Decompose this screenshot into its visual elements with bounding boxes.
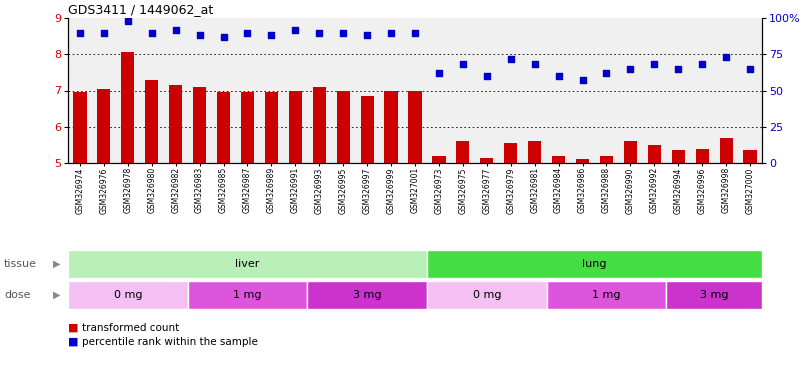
Bar: [409, 91, 422, 163]
Point: [504, 56, 517, 62]
Text: liver: liver: [235, 259, 260, 269]
Bar: [193, 87, 206, 163]
Bar: [719, 137, 732, 163]
Bar: [361, 96, 374, 163]
Text: ▶: ▶: [53, 259, 60, 269]
Bar: [504, 143, 517, 163]
Text: 3 mg: 3 mg: [700, 290, 728, 300]
Bar: [145, 79, 158, 163]
Bar: [313, 87, 326, 163]
Bar: [122, 53, 135, 163]
Point: [217, 34, 230, 40]
Bar: [337, 91, 350, 163]
Bar: [480, 157, 493, 163]
Bar: [432, 156, 445, 163]
Text: tissue: tissue: [4, 259, 37, 269]
Bar: [73, 92, 87, 163]
Point: [361, 32, 374, 38]
Point: [600, 70, 613, 76]
Text: 1 mg: 1 mg: [592, 290, 620, 300]
Text: ■: ■: [68, 337, 79, 347]
Point: [313, 30, 326, 36]
Text: percentile rank within the sample: percentile rank within the sample: [82, 337, 258, 347]
Point: [74, 30, 87, 36]
Text: GDS3411 / 1449062_at: GDS3411 / 1449062_at: [68, 3, 213, 16]
FancyBboxPatch shape: [547, 281, 667, 309]
Point: [696, 61, 709, 68]
Point: [480, 73, 493, 79]
FancyBboxPatch shape: [68, 250, 427, 278]
Bar: [265, 92, 278, 163]
Bar: [744, 150, 757, 163]
Text: transformed count: transformed count: [82, 323, 179, 333]
Bar: [241, 92, 254, 163]
Bar: [648, 145, 661, 163]
Point: [289, 26, 302, 33]
Bar: [384, 91, 397, 163]
Point: [145, 30, 158, 36]
Point: [241, 30, 254, 36]
FancyBboxPatch shape: [307, 281, 427, 309]
Bar: [217, 92, 230, 163]
Bar: [696, 149, 709, 163]
Text: 1 mg: 1 mg: [234, 290, 262, 300]
Text: 0 mg: 0 mg: [473, 290, 501, 300]
Text: 0 mg: 0 mg: [114, 290, 142, 300]
Point: [384, 30, 397, 36]
Bar: [672, 150, 684, 163]
Bar: [289, 91, 302, 163]
Point: [744, 66, 757, 72]
Point: [576, 77, 589, 83]
Point: [409, 30, 422, 36]
Point: [337, 30, 350, 36]
Point: [719, 54, 732, 60]
FancyBboxPatch shape: [68, 281, 187, 309]
FancyBboxPatch shape: [427, 281, 547, 309]
Text: 3 mg: 3 mg: [353, 290, 381, 300]
FancyBboxPatch shape: [187, 281, 307, 309]
Point: [97, 30, 110, 36]
Text: ■: ■: [68, 323, 79, 333]
Point: [552, 73, 565, 79]
Point: [193, 32, 206, 38]
Bar: [576, 159, 589, 163]
Text: lung: lung: [582, 259, 607, 269]
Point: [648, 61, 661, 68]
Point: [457, 61, 470, 68]
FancyBboxPatch shape: [427, 250, 762, 278]
Bar: [600, 156, 613, 163]
Text: dose: dose: [4, 290, 31, 300]
FancyBboxPatch shape: [667, 281, 762, 309]
Bar: [528, 141, 541, 163]
Bar: [624, 141, 637, 163]
Bar: [457, 141, 470, 163]
Point: [169, 26, 182, 33]
Bar: [97, 89, 110, 163]
Point: [122, 18, 135, 24]
Bar: [552, 156, 565, 163]
Point: [265, 32, 278, 38]
Text: ▶: ▶: [53, 290, 60, 300]
Bar: [169, 85, 182, 163]
Point: [528, 61, 541, 68]
Point: [432, 70, 445, 76]
Point: [672, 66, 684, 72]
Point: [624, 66, 637, 72]
